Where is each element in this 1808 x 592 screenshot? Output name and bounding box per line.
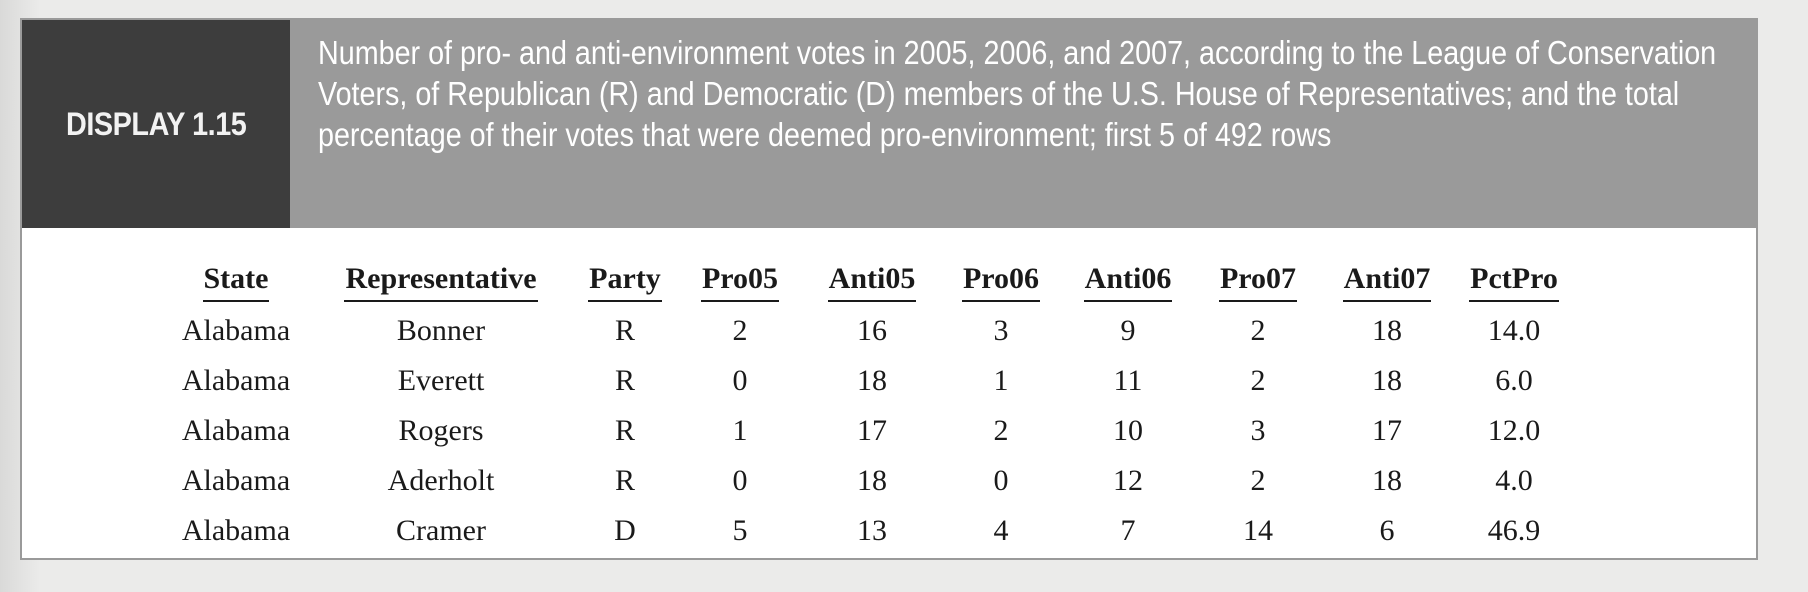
cell-pro05: 0 — [732, 464, 748, 497]
table-row: Alabama Cramer D 5 13 4 7 14 6 46.9 — [162, 506, 1574, 556]
cell-anti06: 12 — [1113, 464, 1143, 497]
cell-party: R — [614, 314, 635, 347]
cell-state: Alabama — [181, 314, 291, 347]
cell-pro06: 4 — [993, 514, 1009, 547]
header-pctpro: PctPro — [1454, 262, 1574, 306]
cell-pro06: 2 — [993, 414, 1009, 447]
table-row: Alabama Rogers R 1 17 2 10 3 17 12.0 — [162, 406, 1574, 456]
cell-pro05: 2 — [732, 314, 748, 347]
cell-anti06: 7 — [1120, 514, 1136, 547]
cell-pctpro: 4.0 — [1495, 464, 1533, 497]
cell-party: R — [614, 464, 635, 497]
cell-anti06: 10 — [1113, 414, 1143, 447]
cell-anti07: 18 — [1372, 464, 1402, 497]
cell-pctpro: 14.0 — [1487, 314, 1541, 347]
cell-state: Alabama — [181, 414, 291, 447]
cell-pctpro: 12.0 — [1487, 414, 1541, 447]
header-state: State — [162, 262, 310, 306]
cell-pro07: 2 — [1250, 314, 1266, 347]
cell-anti07: 18 — [1372, 364, 1402, 397]
cell-anti05: 18 — [857, 364, 887, 397]
cell-anti05: 16 — [857, 314, 887, 347]
cell-representative: Everett — [397, 364, 485, 397]
cell-pro06: 1 — [993, 364, 1009, 397]
cell-pro07: 2 — [1250, 364, 1266, 397]
cell-anti07: 17 — [1372, 414, 1402, 447]
cell-anti05: 18 — [857, 464, 887, 497]
cell-pro07: 14 — [1243, 514, 1273, 547]
cell-representative: Aderholt — [387, 464, 495, 497]
cell-anti06: 11 — [1113, 364, 1143, 397]
display-tab: DISPLAY 1.15 — [22, 20, 290, 228]
display-label: DISPLAY 1.15 — [65, 105, 247, 142]
cell-pctpro: 46.9 — [1487, 514, 1541, 547]
header-anti07: Anti07 — [1320, 262, 1454, 306]
table-row: Alabama Bonner R 2 16 3 9 2 18 14.0 — [162, 306, 1574, 356]
table-header-row: State Representative Party Pro05 Anti05 … — [162, 262, 1574, 306]
cell-pro05: 5 — [732, 514, 748, 547]
cell-pro07: 2 — [1250, 464, 1266, 497]
header-pro05: Pro05 — [678, 262, 802, 306]
cell-representative: Bonner — [396, 314, 486, 347]
table-row: Alabama Everett R 0 18 1 11 2 18 6.0 — [162, 356, 1574, 406]
cell-representative: Rogers — [398, 414, 484, 447]
cell-anti07: 6 — [1379, 514, 1395, 547]
cell-pro05: 1 — [732, 414, 748, 447]
header-pro07: Pro07 — [1196, 262, 1320, 306]
cell-pro06: 3 — [993, 314, 1009, 347]
cell-state: Alabama — [181, 464, 291, 497]
table-row: Alabama Aderholt R 0 18 0 12 2 18 4.0 — [162, 456, 1574, 506]
cell-pctpro: 6.0 — [1495, 364, 1533, 397]
cell-party: D — [614, 514, 636, 547]
header-party: Party — [572, 262, 678, 306]
cell-anti05: 17 — [857, 414, 887, 447]
cell-anti07: 18 — [1372, 314, 1402, 347]
cell-party: R — [614, 364, 635, 397]
header-anti06: Anti06 — [1060, 262, 1196, 306]
votes-table: State Representative Party Pro05 Anti05 … — [162, 262, 1574, 556]
header-anti05: Anti05 — [802, 262, 942, 306]
cell-anti05: 13 — [857, 514, 887, 547]
cell-party: R — [614, 414, 635, 447]
header-band: DISPLAY 1.15 Number of pro- and anti-env… — [22, 20, 1756, 228]
cell-pro06: 0 — [993, 464, 1009, 497]
header-pro06: Pro06 — [942, 262, 1060, 306]
header-representative: Representative — [310, 262, 572, 306]
cell-representative: Cramer — [396, 514, 486, 547]
cell-pro07: 3 — [1250, 414, 1266, 447]
cell-state: Alabama — [181, 514, 291, 547]
cell-anti06: 9 — [1120, 314, 1136, 347]
cell-state: Alabama — [181, 364, 291, 397]
display-caption: Number of pro- and anti-environment vote… — [318, 34, 1717, 153]
cell-pro05: 0 — [732, 364, 748, 397]
display-box: DISPLAY 1.15 Number of pro- and anti-env… — [20, 18, 1758, 560]
